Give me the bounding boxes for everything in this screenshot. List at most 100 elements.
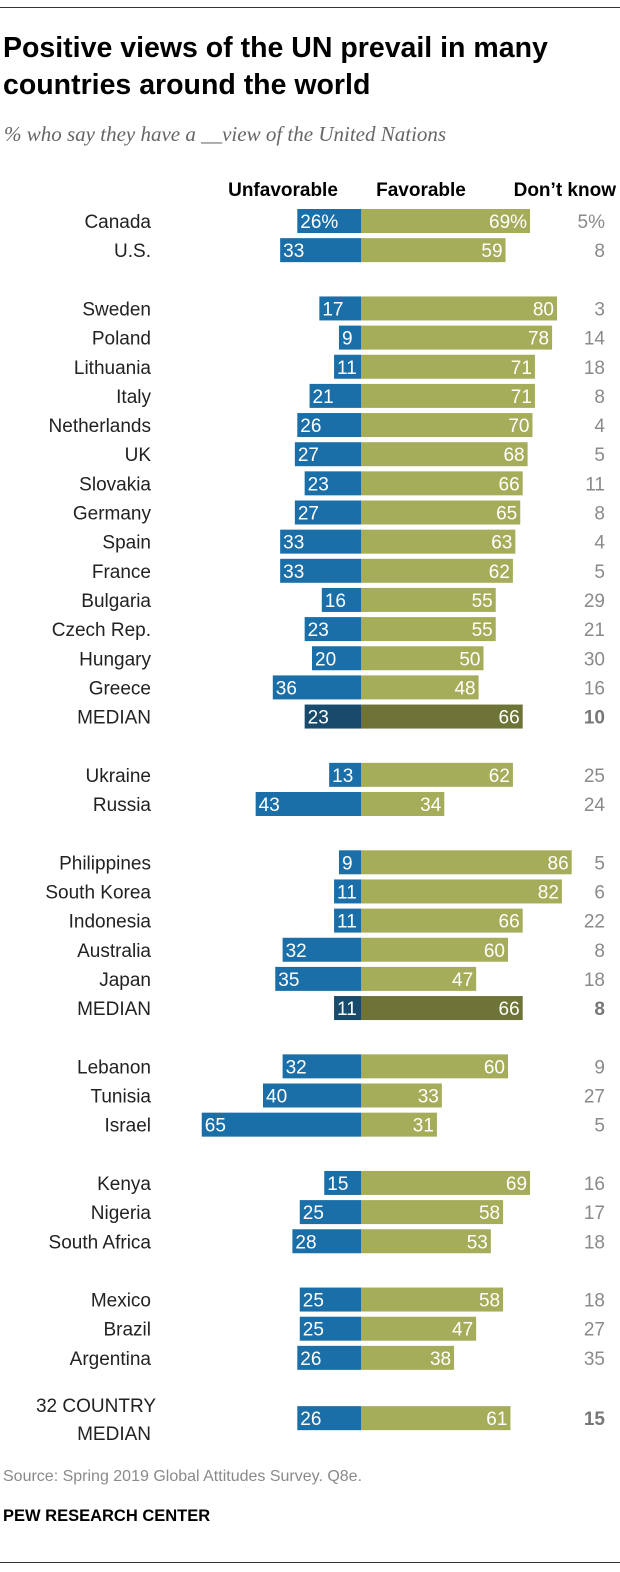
unfavorable-value: 23 — [308, 474, 329, 495]
dont-know-value: 27 — [584, 1087, 605, 1108]
favorable-value: 47 — [452, 970, 473, 991]
favorable-bar — [361, 762, 513, 787]
unfavorable-bar — [282, 1054, 361, 1079]
unfavorable-value: 40 — [266, 1087, 287, 1108]
favorable-bar — [361, 646, 484, 671]
row-label: Lithuania — [74, 358, 152, 379]
favorable-value: 50 — [459, 649, 480, 670]
unfavorable-value: 9 — [342, 329, 353, 350]
unfavorable-bar — [319, 296, 361, 321]
unfavorable-value: 27 — [298, 445, 319, 466]
unfavorable-value: 32 — [286, 941, 307, 962]
unfavorable-value: 26 — [300, 416, 321, 437]
unfavorable-value: 28 — [295, 1232, 316, 1253]
unfavorable-bar — [297, 209, 361, 233]
favorable-bar — [361, 1406, 511, 1431]
unfavorable-value: 11 — [337, 912, 357, 933]
favorable-bar — [361, 471, 523, 496]
favorable-bar — [361, 908, 523, 933]
unfavorable-value: 27 — [298, 504, 319, 525]
unfavorable-bar — [304, 471, 361, 496]
favorable-value: 48 — [454, 678, 475, 699]
unfavorable-value: 15 — [327, 1174, 348, 1195]
unfavorable-bar — [312, 646, 361, 671]
dont-know-value: 4 — [594, 533, 605, 554]
dont-know-value: 8 — [594, 504, 605, 525]
favorable-value: 60 — [484, 1057, 505, 1078]
dont-know-value: 18 — [584, 970, 605, 991]
favorable-value: 55 — [472, 591, 493, 612]
unfavorable-bar — [280, 238, 361, 263]
unfavorable-value: 25 — [303, 1203, 324, 1224]
unfavorable-value: 33 — [283, 562, 304, 583]
dont-know-value: 5 — [594, 853, 605, 874]
dont-know-value: 9 — [594, 1057, 605, 1078]
dont-know-value: 8 — [594, 387, 605, 408]
favorable-value: 71 — [511, 358, 532, 379]
dont-know-value: 8 — [594, 999, 605, 1020]
unfavorable-bar — [299, 1200, 361, 1225]
favorable-value: 69 — [506, 1174, 527, 1195]
favorable-value: 86 — [548, 853, 569, 874]
favorable-bar — [361, 354, 535, 379]
unfavorable-value: 23 — [308, 620, 329, 641]
unfavorable-value: 11 — [337, 882, 357, 903]
favorable-value: 71 — [511, 387, 532, 408]
unfavorable-bar — [294, 500, 361, 525]
row-label: Slovakia — [79, 474, 151, 495]
dont-know-value: 16 — [584, 678, 605, 699]
favorable-value: 62 — [489, 562, 510, 583]
row-label: Indonesia — [69, 912, 152, 933]
row-label: Spain — [102, 533, 151, 554]
row-label: Czech Rep. — [52, 620, 151, 641]
unfavorable-bar — [334, 996, 361, 1021]
unfavorable-bar — [272, 675, 361, 700]
favorable-bar — [361, 792, 445, 816]
unfavorable-value: 32 — [286, 1057, 307, 1078]
unfavorable-bar — [297, 413, 361, 438]
favorable-bar — [361, 1083, 442, 1108]
unfavorable-bar — [334, 354, 361, 379]
unfavorable-value: 43 — [259, 795, 280, 816]
favorable-value: 70 — [508, 416, 529, 437]
favorable-bar — [361, 937, 508, 962]
favorable-value: 55 — [472, 620, 493, 641]
unfavorable-value: 17 — [322, 299, 343, 320]
dont-know-value: 18 — [584, 1232, 605, 1253]
favorable-value: 33 — [418, 1087, 439, 1108]
favorable-bar — [361, 1054, 508, 1079]
row-label: Kenya — [97, 1174, 151, 1195]
row-label: Poland — [92, 329, 151, 350]
favorable-value: 80 — [533, 299, 554, 320]
dont-know-value: 35 — [584, 1349, 605, 1370]
favorable-bar — [361, 529, 516, 554]
unfavorable-bar — [334, 908, 361, 933]
unfavorable-bar — [338, 850, 361, 875]
favorable-bar — [361, 1200, 504, 1225]
unfavorable-value: 25 — [303, 1291, 324, 1312]
row-label: 32 COUNTRY — [36, 1396, 156, 1417]
favorable-bar — [361, 617, 496, 642]
favorable-bar — [361, 558, 513, 583]
dont-know-value: 18 — [584, 1291, 605, 1312]
row-label: MEDIAN — [77, 1424, 151, 1445]
unfavorable-value: 16 — [325, 591, 346, 612]
dont-know-value: 15 — [584, 1409, 606, 1430]
favorable-bar — [361, 675, 479, 700]
row-label: Philippines — [59, 853, 151, 874]
dont-know-value: 21 — [584, 620, 605, 641]
brand-name: PEW RESEARCH CENTER — [3, 1507, 211, 1525]
dont-know-value: 25 — [584, 766, 605, 787]
favorable-bar — [361, 1287, 504, 1312]
unfavorable-bar — [329, 762, 361, 787]
favorable-bar — [361, 879, 562, 904]
unfavorable-value: 26 — [300, 1409, 321, 1430]
favorable-bar — [361, 1229, 491, 1254]
favorable-value: 66 — [499, 999, 520, 1020]
unfavorable-bar — [280, 529, 361, 554]
favorable-bar — [361, 500, 521, 525]
row-label: UK — [125, 445, 152, 466]
unfavorable-value: 26% — [300, 212, 338, 233]
dont-know-value: 24 — [584, 795, 606, 816]
unfavorable-bar — [280, 558, 361, 583]
